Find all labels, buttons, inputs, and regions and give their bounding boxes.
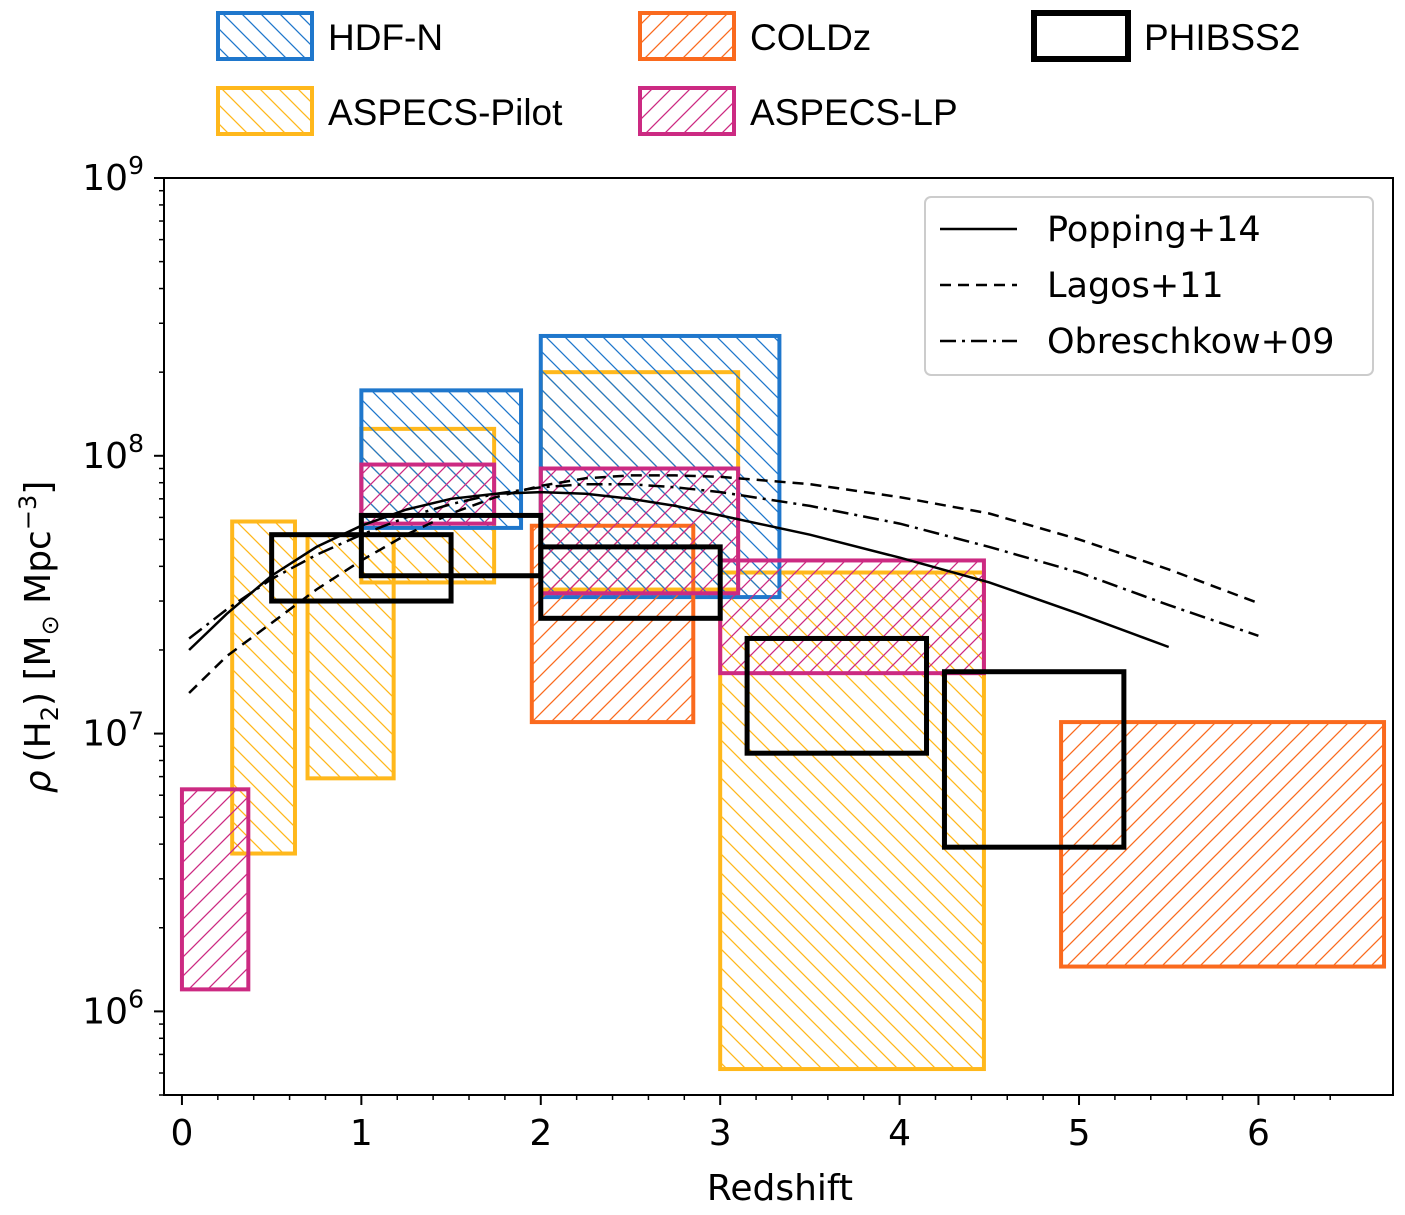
x-tick-label: 4 [888,1113,911,1154]
line-lagos-11 [188,474,1259,694]
legend-coldz-swatch [638,11,736,61]
y-label-h: (H [18,721,59,762]
line-legend: Popping+14 Lagos+11 Obreschkow+09 [924,196,1374,376]
box-coldz-8 [1059,720,1387,969]
x-tick-label: 2 [529,1113,552,1154]
legend-phibss2-label: PHIBSS2 [1144,17,1300,58]
legend-aspecs-pilot-label: ASPECS-Pilot [328,92,563,133]
legend-aspecs-lp-swatch [638,86,736,136]
x-tick-label: 1 [350,1113,373,1154]
plot-area [163,177,1394,1096]
x-tick-label: 5 [1068,1113,1091,1154]
axes-frame [163,177,1394,1096]
line-legend-obreschkow-09-label: Obreschkow+09 [1047,322,1335,362]
x-tick-label: 6 [1247,1113,1270,1154]
legend-hdf-n-swatch [216,11,314,61]
box-aspecs-lp-12 [718,558,986,676]
box-aspecs-lp-9 [179,787,251,992]
line-legend-frame [924,196,1374,376]
survey-boxes [179,333,1387,1072]
legend-aspecs-lp-label: ASPECS-LP [750,92,958,133]
y-tick-label: 107 [82,707,144,755]
line-popping-14 [188,490,1170,651]
y-tick-label: 109 [82,151,144,199]
y-label-close: ] [18,481,59,495]
y-tick-label: 106 [82,984,144,1032]
box-phibss2-17 [941,669,1127,850]
y-tick-label: 108 [82,429,144,477]
box-aspecs-lp-11 [538,466,741,596]
x-axis-ticks: 0 1 2 3 4 5 6 [170,1095,1331,1154]
line-obreschkow-09 [188,482,1259,640]
y-axis-label: ρ (H2) [M⊙ Mpc−3] [14,481,64,794]
box-phibss2-15 [538,544,723,621]
legend-phibss2-swatch [1031,10,1131,62]
y-label-h-sub: 2 [36,706,64,721]
y-label-units: ) [M [18,635,59,706]
box-phibss2-16 [744,635,930,756]
x-tick-label: 3 [709,1113,732,1154]
model-lines [188,474,1259,694]
y-label-sun: ⊙ [36,615,64,635]
y-label-rho: ρ [18,770,59,793]
box-legend: HDF-N COLDz PHIBSS2 ASPECS-Pilot ASPECS-LP [216,10,1300,136]
x-tick-label: 0 [170,1113,193,1154]
legend-hdf-n-label: HDF-N [328,17,443,58]
line-legend-lagos-11-label: Lagos+11 [1047,266,1224,306]
y-label-exp: −3 [14,495,42,530]
y-label-mpc: Mpc [18,530,59,615]
y-axis-ticks: 106 107 108 109 [82,151,164,1096]
line-legend-popping-14-label: Popping+14 [1047,210,1261,250]
legend-aspecs-pilot-swatch [216,86,314,136]
legend-coldz-label: COLDz [750,17,871,58]
x-axis-label: Redshift [707,1168,853,1209]
